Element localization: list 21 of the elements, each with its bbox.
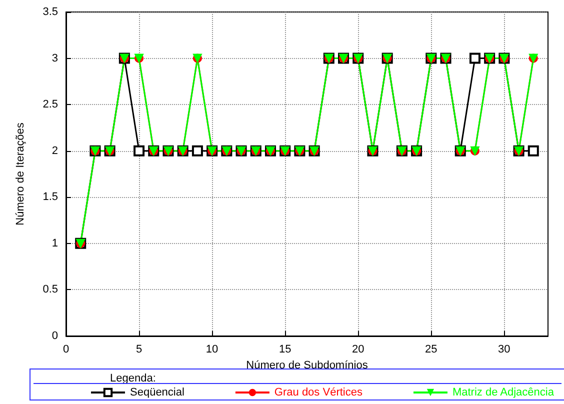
x-tick-label: 30 (498, 344, 510, 356)
x-tick-label: 15 (278, 344, 292, 356)
legend-label: Grau dos Vértices (274, 386, 363, 398)
x-tick-label: 0 (62, 344, 70, 356)
y-tick-label: 3 (52, 52, 58, 64)
legend-title: Legenda: (110, 372, 156, 384)
y-tick-label: 1 (52, 237, 58, 250)
y-tick-label: 2.5 (42, 98, 58, 111)
legend-label: Matriz de Adjacência (452, 386, 555, 398)
x-tick-label: 25 (425, 344, 438, 356)
x-tick-label: 5 (136, 344, 142, 356)
x-tick-label: 10 (206, 344, 218, 356)
y-tick-label: 1.5 (42, 191, 58, 204)
x-axis-title: Número de Subdomínios (246, 359, 368, 372)
legend-label: Seqüencial (130, 386, 184, 398)
y-tick-label: 3.5 (42, 6, 58, 18)
y-tick-label: 0 (52, 330, 58, 342)
y-tick-label: 2 (52, 144, 58, 157)
x-tick-label: 20 (352, 344, 364, 356)
y-axis-title: Número de Iterações (14, 122, 26, 226)
y-tick-label: 0.5 (42, 284, 58, 296)
